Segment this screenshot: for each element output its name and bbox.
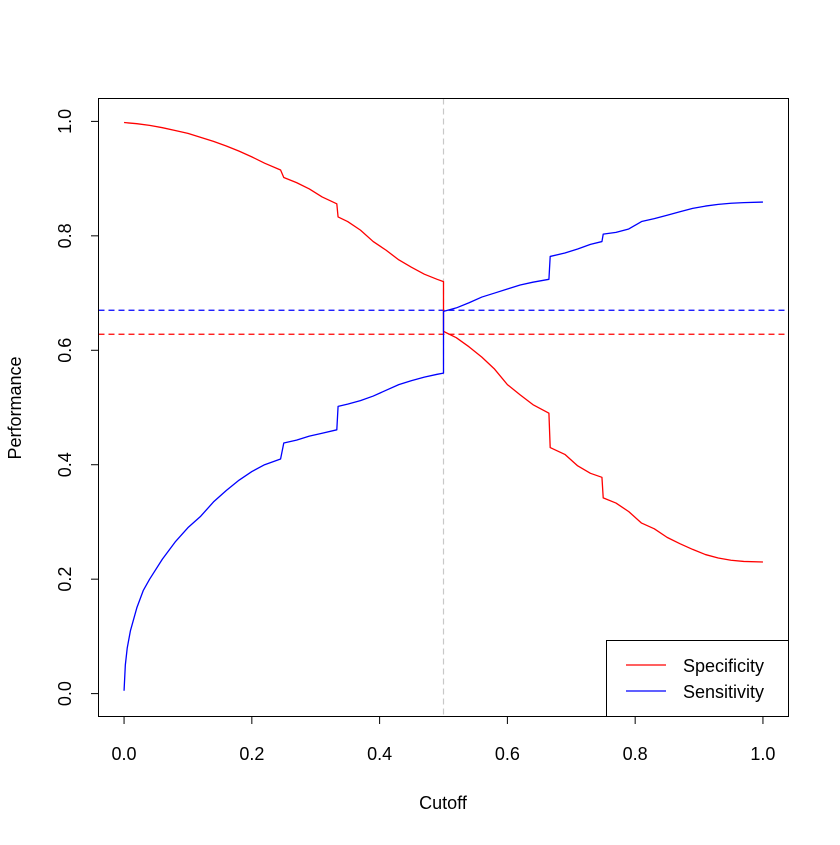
legend-label-sensitivity: Sensitivity [683,682,764,702]
y-tick-label: 0.4 [55,452,75,477]
series-line-sensitivity [123,201,763,691]
plot-layer [98,98,789,717]
legend-label-specificity: Specificity [683,656,764,676]
x-tick-label: 0.6 [495,744,520,764]
y-tick-label: 1.0 [55,109,75,134]
x-tick-label: 0.2 [239,744,264,764]
x-tick-label: 0.8 [623,744,648,764]
legend: Specificity Sensitivity [606,640,789,717]
axis-layer: 0.0 0.2 0.4 0.6 0.8 1.0 0.0 0.2 0.4 0.6 0.8 1.0 [55,109,775,764]
x-tick-label: 0.0 [112,744,137,764]
y-axis-title: Performance [5,356,25,459]
x-tick-label: 0.4 [367,744,392,764]
y-tick-label: 0.8 [55,223,75,248]
x-axis-title: Cutoff [419,793,468,813]
series-line-specificity [124,121,763,563]
y-tick-label: 0.2 [55,567,75,592]
x-tick-label: 1.0 [750,744,775,764]
y-tick-label: 0.6 [55,338,75,363]
y-tick-label: 0.0 [55,681,75,706]
legend-box [606,640,789,717]
